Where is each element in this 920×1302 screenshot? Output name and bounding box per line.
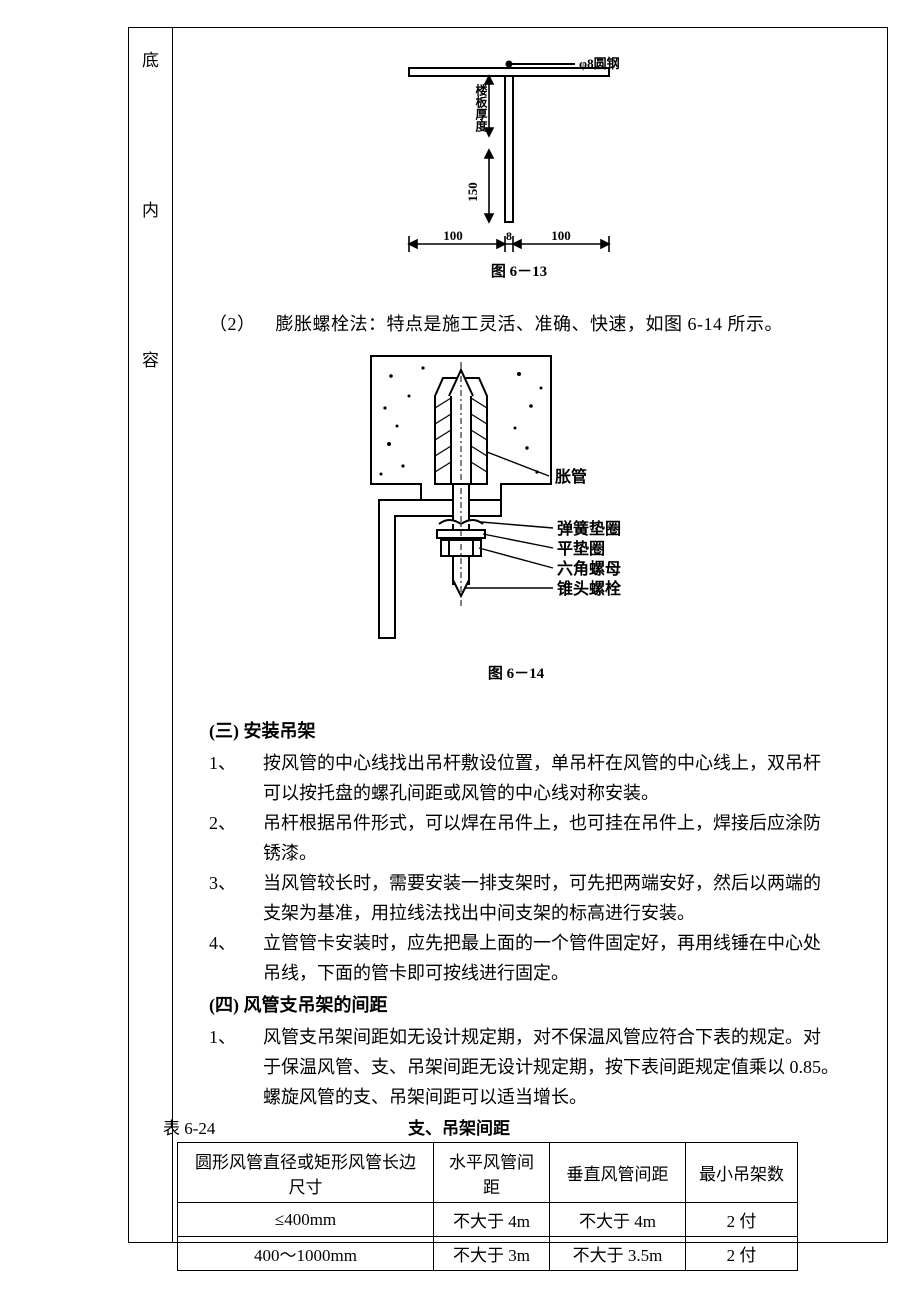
th-c1-l2: 尺寸 xyxy=(178,1173,433,1198)
s4-item-1-num: 1、 xyxy=(209,1022,263,1052)
fig613-dim-150: 150 xyxy=(465,182,480,202)
th-c3: 垂直风管间距 xyxy=(550,1143,686,1203)
s3-item-3-num: 3、 xyxy=(209,868,263,898)
r2c2: 不大于 3m xyxy=(434,1237,550,1271)
fig613-dim-100r: 100 xyxy=(551,228,571,243)
fig614-label-zhangguan: 胀管 xyxy=(555,467,587,486)
s3-item-2: 2、吊杆根据吊件形式，可以焊在吊件上，也可挂在吊件上，焊接后应涂防 锈漆。 xyxy=(209,808,867,868)
table-label: 表 6-24 xyxy=(163,1114,215,1139)
para2-num: （2） xyxy=(209,314,256,334)
content-area: φ8圆钢 楼板厚度 150 xyxy=(173,28,887,1242)
r1c2: 不大于 4m xyxy=(434,1203,550,1237)
fig613-dim-100l: 100 xyxy=(443,228,463,243)
table-row: 400～1000mm 不大于 3m 不大于 3.5m 2 付 xyxy=(178,1237,798,1271)
figure-6-13: φ8圆钢 楼板厚度 150 xyxy=(361,32,677,281)
th-c4: 最小吊架数 xyxy=(686,1143,798,1203)
figure-6-14: 胀管 弹簧垫圈 平垫圈 六角螺母 锥头螺栓 图 6－14 xyxy=(331,348,701,683)
s3-item-4-l2: 吊线，下面的管卡即可按线进行固定。 xyxy=(263,958,867,988)
r2c3: 不大于 3.5m xyxy=(550,1237,686,1271)
section-body: (三) 安装吊架 1、按风管的中心线找出吊杆敷设位置，单吊杆在风管的中心线上，双… xyxy=(209,716,867,1112)
r1c3: 不大于 4m xyxy=(550,1203,686,1237)
r1c4: 2 付 xyxy=(686,1203,798,1237)
th-c1: 圆形风管直径或矩形风管长边 尺寸 xyxy=(178,1143,434,1203)
fig613-slab-label: 楼板厚度 xyxy=(474,83,488,133)
fig614-label-hex: 六角螺母 xyxy=(557,559,621,578)
table-header-row: 表 6-24 支、吊架间距 xyxy=(163,1114,883,1139)
th-c2-l1: 水平风管间 xyxy=(434,1148,549,1173)
sidebar: 底 内 容 xyxy=(129,28,173,1242)
s4-item-1-l1: 风管支吊架间距如无设计规定期，对不保温风管应符合下表的规定。对 xyxy=(263,1027,821,1047)
s3-item-1: 1、按风管的中心线找出吊杆敷设位置，单吊杆在风管的中心线上，双吊杆 可以按托盘的… xyxy=(209,748,867,808)
s3-item-2-l1: 吊杆根据吊件形式，可以焊在吊件上，也可挂在吊件上，焊接后应涂防 xyxy=(263,813,821,833)
para2-text: 膨胀螺栓法：特点是施工灵活、准确、快速，如图 6-14 所示。 xyxy=(276,314,784,334)
s3-item-3: 3、当风管较长时，需要安装一排支架时，可先把两端安好，然后以两端的 支架为基准，… xyxy=(209,868,867,928)
s3-item-1-num: 1、 xyxy=(209,748,263,778)
s3-item-3-l2: 支架为基准，用拉线法找出中间支架的标高进行安装。 xyxy=(263,898,867,928)
s3-item-4: 4、立管管卡安装时，应先把最上面的一个管件固定好，再用线锤在中心处 吊线，下面的… xyxy=(209,928,867,988)
paragraph-2: （2） 膨胀螺栓法：特点是施工灵活、准确、快速，如图 6-14 所示。 xyxy=(209,310,783,336)
s4-item-1-l3: 螺旋风管的支、吊架间距可以适当增长。 xyxy=(263,1082,867,1112)
sidebar-char-1: 底 xyxy=(142,46,159,71)
page-frame: 底 内 容 φ8圆钢 xyxy=(128,27,888,1243)
sidebar-char-3: 容 xyxy=(142,346,159,371)
spacing-table: 圆形风管直径或矩形风管长边 尺寸 水平风管间 距 垂直风管间距 最小吊架数 ≤4… xyxy=(177,1142,798,1271)
th-c1-l1: 圆形风管直径或矩形风管长边 xyxy=(178,1148,433,1173)
fig614-label-spring: 弹簧垫圈 xyxy=(557,519,621,538)
r2c4: 2 付 xyxy=(686,1237,798,1271)
th-c2-l2: 距 xyxy=(434,1173,549,1198)
s4-item-1: 1、风管支吊架间距如无设计规定期，对不保温风管应符合下表的规定。对 于保温风管、… xyxy=(209,1022,867,1112)
section-4-heading: (四) 风管支吊架的间距 xyxy=(209,990,867,1020)
th-c2: 水平风管间 距 xyxy=(434,1143,550,1203)
table-row: ≤400mm 不大于 4m 不大于 4m 2 付 xyxy=(178,1203,798,1237)
s3-item-4-l1: 立管管卡安装时，应先把最上面的一个管件固定好，再用线锤在中心处 xyxy=(263,933,821,953)
s4-item-1-l2: 于保温风管、支、吊架间距无设计规定期，按下表间距规定值乘以 0.85。 xyxy=(263,1052,867,1082)
fig614-label-flat: 平垫圈 xyxy=(557,539,605,558)
s3-item-3-l1: 当风管较长时，需要安装一排支架时，可先把两端安好，然后以两端的 xyxy=(263,873,821,893)
s3-item-2-l2: 锈漆。 xyxy=(263,838,867,868)
figure-6-14-svg: 胀管 弹簧垫圈 平垫圈 六角螺母 锥头螺栓 xyxy=(331,348,701,648)
figure-6-13-caption: 图 6－13 xyxy=(361,260,677,281)
fig613-dim-8: 8 xyxy=(506,229,512,243)
r1c1: ≤400mm xyxy=(178,1203,434,1237)
s3-item-4-num: 4、 xyxy=(209,928,263,958)
sidebar-char-2: 内 xyxy=(142,196,159,221)
table-header: 圆形风管直径或矩形风管长边 尺寸 水平风管间 距 垂直风管间距 最小吊架数 xyxy=(178,1143,798,1203)
s3-item-2-num: 2、 xyxy=(209,808,263,838)
section-3-heading: (三) 安装吊架 xyxy=(209,716,867,746)
s3-item-1-l2: 可以按托盘的螺孔间距或风管的中心线对称安装。 xyxy=(263,778,867,808)
r2c1: 400～1000mm xyxy=(178,1237,434,1271)
table-title: 支、吊架间距 xyxy=(408,1114,510,1139)
s3-item-1-l1: 按风管的中心线找出吊杆敷设位置，单吊杆在风管的中心线上，双吊杆 xyxy=(263,753,821,773)
figure-6-13-svg: φ8圆钢 楼板厚度 150 xyxy=(361,32,677,252)
figure-6-14-caption: 图 6－14 xyxy=(331,662,701,683)
fig614-label-cone: 锥头螺栓 xyxy=(557,579,622,598)
fig613-top-label: φ8圆钢 xyxy=(579,56,620,71)
